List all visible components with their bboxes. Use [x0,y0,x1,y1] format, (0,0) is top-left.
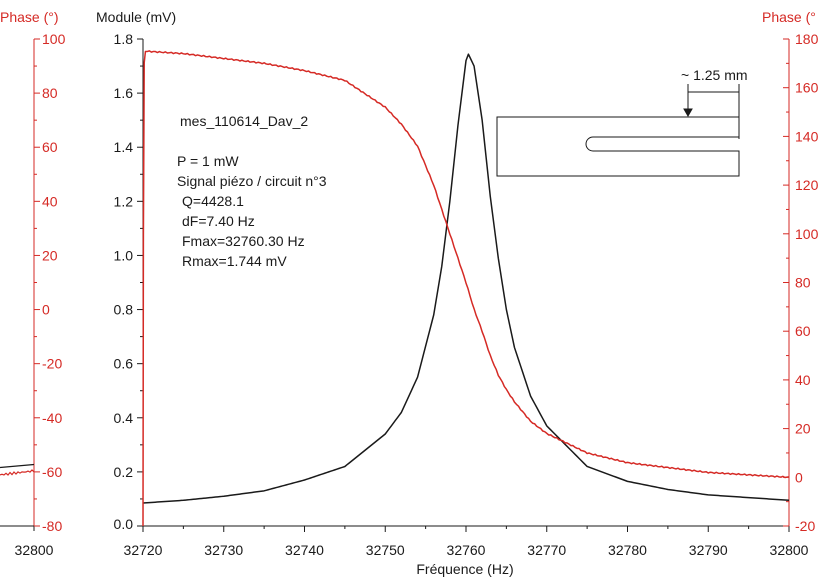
left-partial-panel: 32800 100 80 60 40 20 0 -20 -40 -60 -80 [0,31,66,558]
x-tick-label: 32740 [285,542,324,558]
left-panel-phase-tail [0,469,35,476]
left-panel-phase-title: Phase (°) [0,9,59,25]
x-tick-label: 32770 [527,542,566,558]
param-df: dF=7.40 Hz [182,213,255,229]
module-tick-label: 1.6 [114,85,134,101]
left-panel-tick-label: 80 [42,85,58,101]
fork-outline [496,116,740,177]
dimension-label: ~ 1.25 mm [681,67,748,83]
phase-tick-label: 120 [795,177,819,193]
module-curve [142,53,790,504]
param-rmax: Rmax=1.744 mV [182,253,287,269]
module-tick-label: 0.0 [114,516,134,532]
left-panel-tick-label: 40 [42,193,58,209]
x-tick-label: 32780 [608,542,647,558]
phase-tick-label: 40 [795,372,811,388]
module-axis-title: Module (mV) [96,9,176,25]
x-axis-title: Fréquence (Hz) [416,561,513,577]
phase-tick-label: 140 [795,128,819,144]
measurement-title: mes_110614_Dav_2 [180,113,308,129]
module-tick-label: 0.2 [114,464,134,480]
left-panel-x-tick-label: 32800 [15,542,54,558]
main-axes: 32720 32730 32740 32750 32760 32770 32780 32790… [114,31,819,558]
left-panel-tick-label: -40 [42,410,62,426]
phase-tick-label: 0 [795,469,803,485]
phase-tick-label: 160 [795,80,819,96]
left-panel-tick-label: 60 [42,139,58,155]
left-panel-tick-label: 100 [42,31,66,47]
param-q-factor: Q=4428.1 [182,193,244,209]
phase-tick-label: 20 [795,421,811,437]
param-signal: Signal piézo / circuit n°3 [177,173,327,189]
phase-curve [142,50,790,527]
module-tick-label: 1.0 [114,247,134,263]
left-panel-module-tail [0,463,35,469]
module-tick-label: 1.4 [114,139,134,155]
module-tick-label: 0.6 [114,356,134,372]
x-tick-label: 32720 [124,542,163,558]
dimension-arrow-head [683,108,693,118]
series-layer [142,50,790,527]
module-tick-label: 1.8 [114,31,134,47]
left-panel-tick-label: -20 [42,356,62,372]
x-tick-label: 32790 [689,542,728,558]
left-panel-tick-label: 20 [42,247,58,263]
x-tick-label: 32760 [447,542,486,558]
param-fmax: Fmax=32760.30 Hz [182,233,305,249]
phase-tick-label: -20 [795,518,815,534]
phase-tick-label: 100 [795,226,819,242]
x-tick-label: 32730 [204,542,243,558]
phase-tick-label: 60 [795,323,811,339]
tuning-fork-diagram [496,84,740,177]
left-panel-tick-label: -60 [42,464,62,480]
phase-axis-title: Phase (° [762,9,816,25]
left-panel-tick-label: -80 [42,518,62,534]
module-tick-label: 1.2 [114,193,134,209]
x-tick-label: 32750 [366,542,405,558]
param-power: P = 1 mW [177,153,239,169]
module-tick-label: 0.8 [114,302,134,318]
left-panel-tick-label: 0 [42,302,50,318]
module-tick-label: 0.4 [114,410,134,426]
x-tick-label: 32800 [770,542,809,558]
phase-tick-label: 180 [795,31,819,47]
phase-tick-label: 80 [795,275,811,291]
